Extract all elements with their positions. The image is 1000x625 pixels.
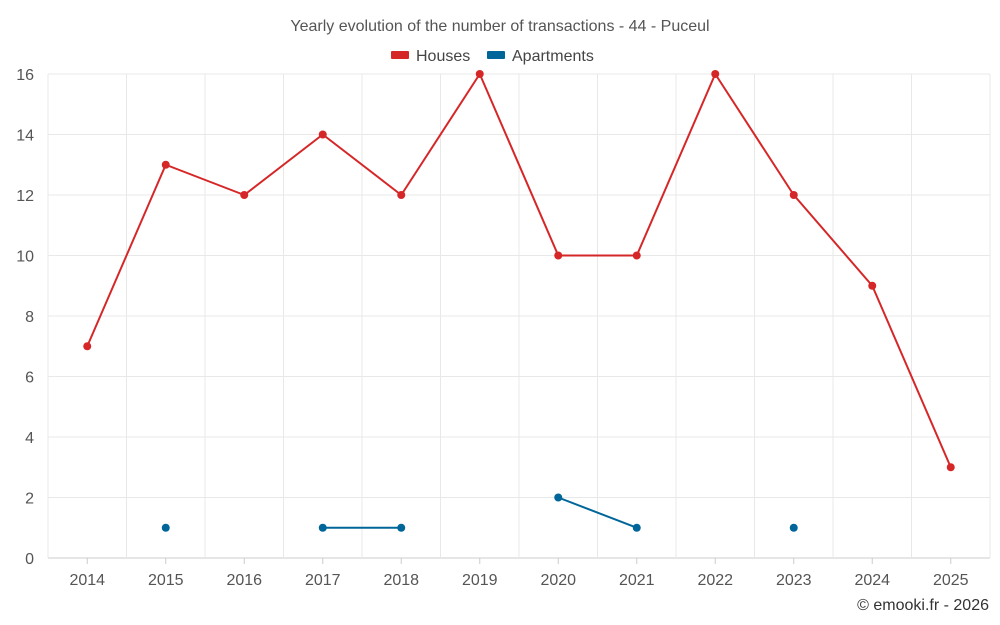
data-point-houses[interactable] [946, 463, 955, 472]
data-point-apartments[interactable] [554, 493, 563, 502]
x-tick-label: 2014 [69, 572, 105, 589]
y-tick-label: 14 [16, 128, 34, 145]
x-tick-label: 2022 [697, 572, 733, 589]
series-line-apartments [557, 496, 638, 529]
x-tick-label: 2017 [305, 572, 341, 589]
y-axis: 0 2 4 6 8 10 12 14 16 [16, 67, 34, 568]
legend-swatch-apartments [487, 51, 505, 59]
y-tick-label: 16 [16, 67, 34, 84]
legend-item-houses[interactable]: Houses [391, 48, 470, 65]
y-tick-label: 0 [25, 551, 34, 568]
y-tick-label: 6 [25, 370, 34, 387]
x-tick-label: 2019 [462, 572, 498, 589]
x-axis: 2014 2015 2016 2017 2018 2019 2020 2021 2022 2023… [69, 558, 969, 589]
legend-label-houses: Houses [416, 48, 470, 65]
x-tick-label: 2023 [776, 572, 812, 589]
legend-item-apartments[interactable]: Apartments [487, 48, 594, 65]
data-point-houses[interactable] [554, 251, 563, 260]
x-tick-label: 2020 [540, 572, 576, 589]
x-tick-label: 2025 [933, 572, 969, 589]
data-point-houses[interactable] [318, 130, 327, 139]
y-tick-label: 2 [25, 491, 34, 508]
data-point-houses[interactable] [789, 191, 798, 199]
data-point-apartments[interactable] [789, 523, 798, 532]
data-point-apartments[interactable] [632, 523, 641, 532]
data-point-houses[interactable] [632, 251, 641, 260]
data-point-apartments[interactable] [161, 523, 170, 532]
legend-label-apartments: Apartments [512, 48, 594, 65]
series [83, 70, 955, 532]
legend: Houses Apartments [391, 48, 594, 65]
x-tick-label: 2018 [383, 572, 419, 589]
chart-title: Yearly evolution of the number of transa… [290, 18, 709, 35]
x-tick-label: 2021 [619, 572, 655, 589]
data-point-houses[interactable] [240, 191, 249, 199]
series-houses [83, 70, 955, 472]
legend-swatch-houses [391, 51, 409, 59]
x-tick-label: 2024 [854, 572, 890, 589]
data-point-houses[interactable] [868, 281, 877, 290]
data-point-apartments[interactable] [318, 523, 327, 532]
y-tick-label: 4 [25, 430, 34, 447]
data-point-houses[interactable] [475, 70, 484, 78]
data-point-houses[interactable] [161, 160, 170, 169]
credit-text: © emooki.fr - 2026 [857, 597, 989, 614]
series-apartments [161, 493, 798, 532]
y-tick-label: 12 [16, 188, 34, 205]
y-tick-label: 10 [16, 249, 34, 266]
x-tick-label: 2015 [148, 572, 184, 589]
data-point-houses[interactable] [397, 191, 406, 199]
data-point-apartments[interactable] [397, 523, 406, 532]
grid [47, 73, 991, 559]
data-point-houses[interactable] [711, 70, 720, 78]
y-tick-label: 8 [25, 309, 34, 326]
series-line-houses [86, 73, 952, 468]
x-tick-label: 2016 [226, 572, 262, 589]
data-point-houses[interactable] [83, 342, 92, 351]
